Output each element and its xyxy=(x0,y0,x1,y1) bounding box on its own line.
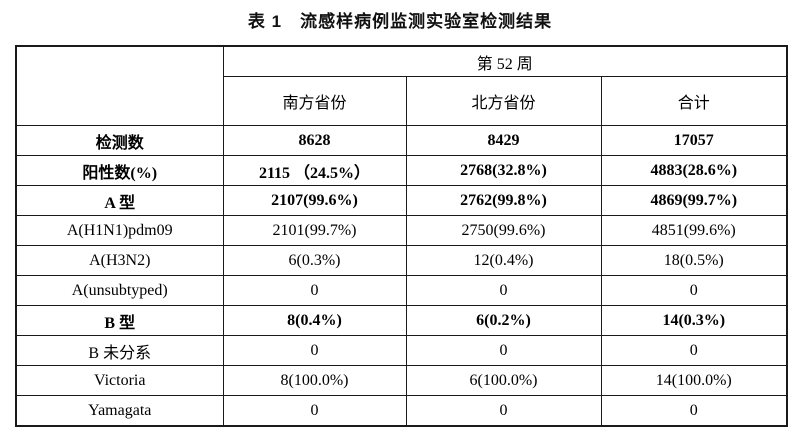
cell-value: 0 xyxy=(600,395,788,427)
row-label: A(H3N2) xyxy=(15,245,224,276)
row-label: A(unsubtyped) xyxy=(15,275,224,306)
row-label: 阳性数(%) xyxy=(15,155,224,186)
cell-value: 2101(99.7%) xyxy=(222,215,407,246)
row-label: B 未分系 xyxy=(15,335,224,366)
table-row: B 型 8(0.4%) 6(0.2%) 14(0.3%) xyxy=(15,305,788,336)
row-label: Yamagata xyxy=(15,395,224,427)
cell-value: 8429 xyxy=(405,125,602,156)
cell-value: 14(100.0%) xyxy=(600,365,788,396)
week-header-cell: 第 52 周 xyxy=(222,45,788,77)
column-header-south: 南方省份 xyxy=(222,76,407,126)
cell-value: 4883(28.6%) xyxy=(600,155,788,186)
row-label: A(H1N1)pdm09 xyxy=(15,215,224,246)
table-row: Yamagata 0 0 0 xyxy=(15,395,788,427)
column-header-total: 合计 xyxy=(600,76,788,126)
cell-value: 0 xyxy=(405,275,602,306)
table-row: A(H1N1)pdm09 2101(99.7%) 2750(99.6%) 4851(9… xyxy=(15,215,788,246)
cell-value: 0 xyxy=(405,395,602,427)
table-row: B 未分系 0 0 0 xyxy=(15,335,788,366)
table-body: 检测数 8628 8429 17057 阳性数(%) 2115 （24.5%） 2768(3… xyxy=(15,125,788,427)
cell-value: 2750(99.6%) xyxy=(405,215,602,246)
row-label: B 型 xyxy=(15,305,224,336)
cell-value: 8(0.4%) xyxy=(222,305,407,336)
cell-value: 2107(99.6%) xyxy=(222,185,407,216)
table-title: 表 1 流感样病例监测实验室检测结果 xyxy=(247,12,553,31)
cell-value: 6(0.2%) xyxy=(405,305,602,336)
table-header: 第 52 周 南方省份 北方省份 合计 xyxy=(15,45,788,126)
week-header-row: 第 52 周 xyxy=(15,45,788,126)
cell-value: 0 xyxy=(222,335,407,366)
cell-value: 2115 （24.5%） xyxy=(222,155,407,186)
cell-value: 0 xyxy=(600,335,788,366)
cell-value: 17057 xyxy=(600,125,788,156)
cell-value: 0 xyxy=(222,395,407,427)
row-label: Victoria xyxy=(15,365,224,396)
cell-value: 14(0.3%) xyxy=(600,305,788,336)
cell-value: 0 xyxy=(222,275,407,306)
cell-value: 8628 xyxy=(222,125,407,156)
table-row: 检测数 8628 8429 17057 xyxy=(15,125,788,156)
cell-value: 4851(99.6%) xyxy=(600,215,788,246)
cell-value: 2762(99.8%) xyxy=(405,185,602,216)
cell-value: 6(0.3%) xyxy=(222,245,407,276)
cell-value: 0 xyxy=(405,335,602,366)
table-row: 阳性数(%) 2115 （24.5%） 2768(32.8%) 4883(28.6%) xyxy=(15,155,788,186)
cell-value: 2768(32.8%) xyxy=(405,155,602,186)
cell-value: 6(100.0%) xyxy=(405,365,602,396)
table-row: A(H3N2) 6(0.3%) 12(0.4%) 18(0.5%) xyxy=(15,245,788,276)
table-row: A(unsubtyped) 0 0 0 xyxy=(15,275,788,306)
row-label: 检测数 xyxy=(15,125,224,156)
corner-cell xyxy=(15,45,224,126)
column-header-north: 北方省份 xyxy=(405,76,602,126)
cell-value: 4869(99.7%) xyxy=(600,185,788,216)
surveillance-table: 第 52 周 南方省份 北方省份 合计 检测数 8628 8429 17057 阳性数(… xyxy=(15,45,789,427)
row-label: A 型 xyxy=(15,185,224,216)
cell-value: 12(0.4%) xyxy=(405,245,602,276)
table-row: Victoria 8(100.0%) 6(100.0%) 14(100.0%) xyxy=(15,365,788,396)
table-row: A 型 2107(99.6%) 2762(99.8%) 4869(99.7%) xyxy=(15,185,788,216)
cell-value: 0 xyxy=(600,275,788,306)
column-header-row: 南方省份 北方省份 合计 xyxy=(16,76,788,126)
cell-value: 18(0.5%) xyxy=(600,245,788,276)
cell-value: 8(100.0%) xyxy=(222,365,407,396)
